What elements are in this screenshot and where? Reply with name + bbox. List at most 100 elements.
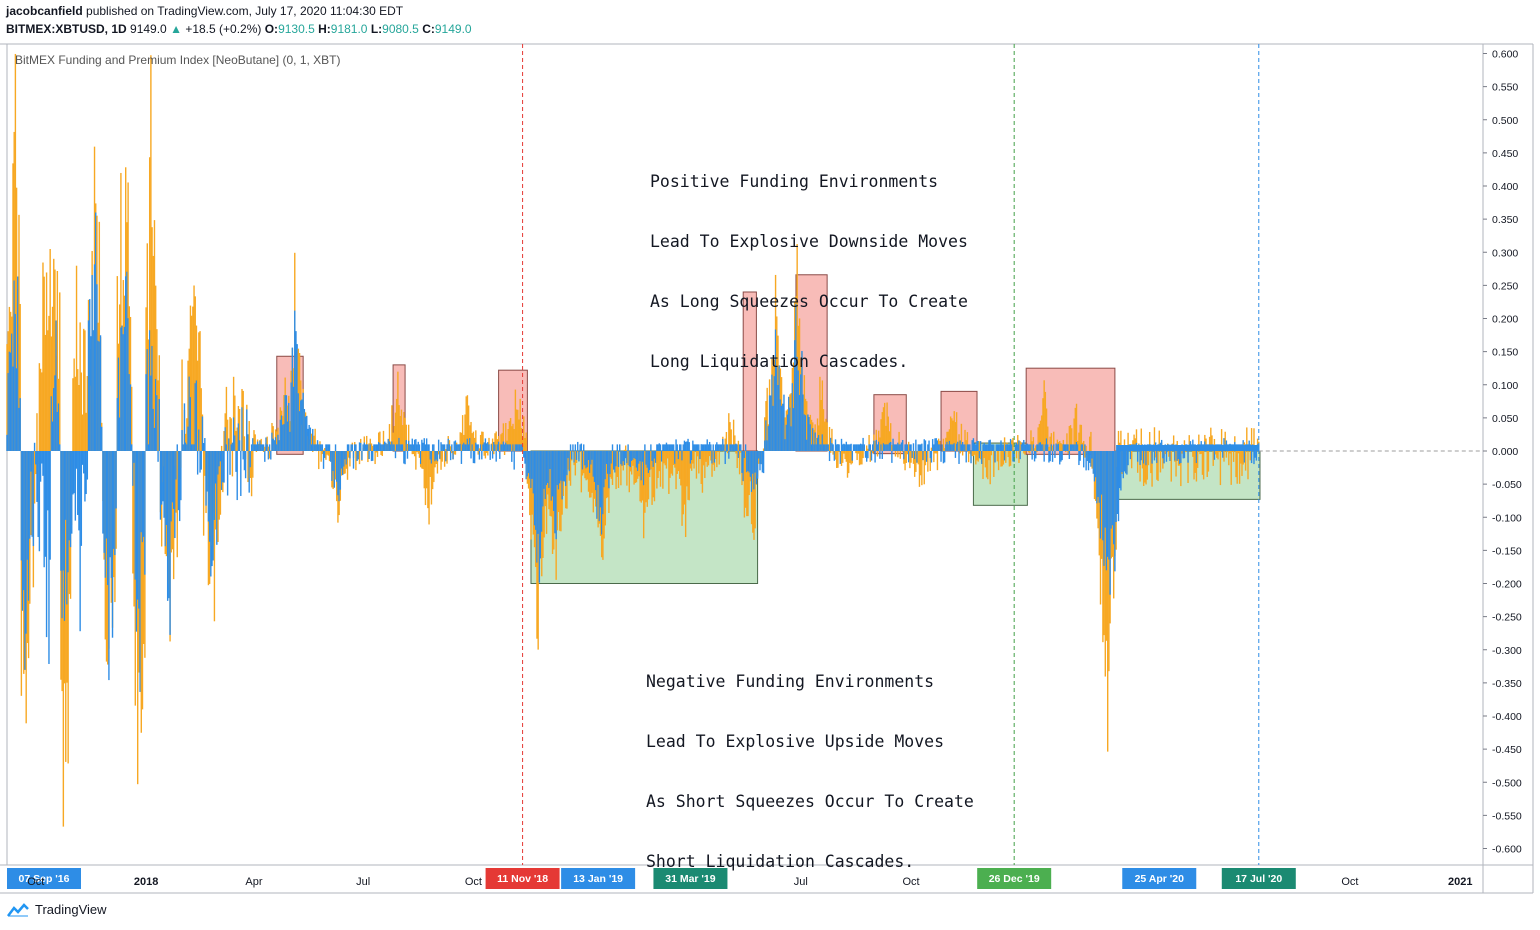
funding-bar [923,451,925,485]
close-label: C: [422,22,435,36]
funding-bar [394,412,397,451]
funding-bar [234,395,236,451]
premium-bar [987,444,989,451]
premium-bar [500,444,502,451]
tradingview-logo[interactable]: TradingView [6,902,107,917]
funding-bar [616,451,619,477]
premium-bar [376,444,379,451]
funding-bar [681,451,683,526]
funding-bar [445,449,447,451]
premium-bar [1124,451,1127,474]
premium-bar [132,451,134,486]
premium-bar [669,444,671,451]
premium-bar [313,444,315,451]
funding-bar [623,449,626,451]
funding-bar [225,386,228,451]
funding-bar [1216,451,1218,458]
funding-bar [507,429,509,451]
funding-bar [422,451,424,470]
premium-bar [958,451,960,464]
premium-bar [1005,444,1007,451]
premium-bar [750,451,753,492]
premium-bar [877,441,880,451]
funding-bar [379,431,381,451]
premium-bar [951,444,953,451]
premium-bar [977,440,979,451]
premium-bar [554,451,556,534]
indicator-label[interactable]: BitMEX Funding and Premium Index [NeoBut… [15,53,341,67]
funding-bar [954,422,957,451]
y-tick-label: 0.400 [1492,181,1518,193]
premium-bar [232,417,235,451]
premium-bar [1145,451,1147,466]
premium-bar [298,411,301,451]
funding-bar [78,384,80,451]
funding-bar [1108,451,1110,672]
premium-bar [358,442,361,451]
premium-bar [694,444,696,451]
symbol-name[interactable]: BITMEX:XBTUSD, 1D [6,22,127,36]
premium-bar [517,444,519,451]
premium-bar [490,444,493,451]
y-tick-label: -0.500 [1492,777,1522,789]
premium-bar [843,443,845,451]
y-tick-label: -0.150 [1492,545,1522,557]
funding-bar [989,451,991,485]
funding-bar [700,451,702,484]
premium-bar [1162,451,1164,459]
premium-bar [417,441,419,451]
premium-bar [971,440,973,451]
premium-bar [567,451,569,459]
premium-bar [760,451,762,465]
publisher-username[interactable]: jacobcanfield [6,4,83,18]
funding-bar [1158,430,1160,451]
funding-bar [142,451,145,645]
premium-bar [607,451,609,474]
funding-bar [310,433,313,451]
premium-bar [458,444,460,451]
premium-bar [807,414,809,451]
premium-bar [476,444,478,451]
funding-bar [39,368,42,451]
premium-bar [256,441,259,451]
premium-bar [1023,439,1025,451]
funding-bar [509,418,512,451]
premium-bar [121,325,123,451]
premium-bar [110,451,113,578]
premium-bar [1105,451,1108,571]
funding-bar [987,451,989,480]
funding-bar [247,451,249,483]
premium-bar [1045,438,1048,451]
premium-bar [904,444,906,451]
premium-bar [967,444,970,451]
funding-bar [436,451,439,474]
premium-bar [1122,451,1124,479]
premium-bar [536,451,538,563]
funding-bar [156,329,158,451]
funding-bar [577,451,579,453]
y-tick-label: -0.100 [1492,512,1522,524]
premium-bar [794,340,796,451]
premium-bar [700,444,702,451]
premium-bar [608,451,610,489]
premium-bar [929,451,931,459]
funding-bar [887,416,889,451]
premium-bar [1056,444,1059,451]
funding-bar [670,451,672,474]
funding-bar [1117,430,1120,451]
premium-bar [26,451,29,560]
funding-bar [860,451,862,465]
close-value: 9149.0 [434,22,472,36]
funding-bar [1067,451,1069,454]
funding-bar [176,451,178,558]
premium-bar [1053,444,1055,451]
funding-bar [737,440,740,451]
premium-bar [531,451,533,479]
funding-bar [461,415,464,451]
premium-bar [258,444,260,451]
funding-bar [624,445,627,451]
premium-bar [708,441,711,451]
y-tick-label: 0.000 [1492,446,1518,458]
premium-bar [889,441,892,451]
